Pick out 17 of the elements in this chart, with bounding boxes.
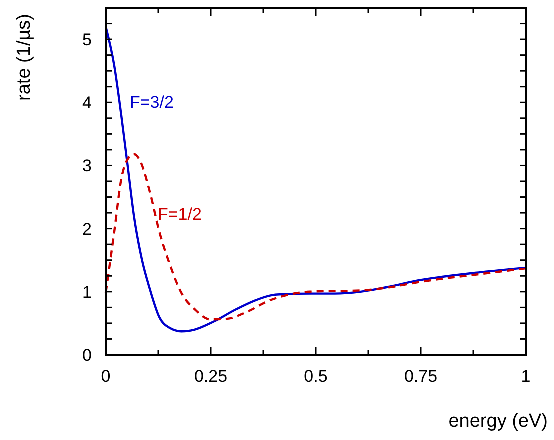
y-tick-label: 1 bbox=[82, 282, 92, 302]
x-tick-label: 1 bbox=[521, 367, 531, 386]
y-tick-label: 0 bbox=[82, 346, 92, 365]
y-tick-label: 3 bbox=[82, 156, 92, 176]
line-series bbox=[104, 153, 528, 321]
series-label: F=1/2 bbox=[158, 205, 202, 224]
y-tick-label: 2 bbox=[82, 220, 92, 239]
y-tick-label: 4 bbox=[82, 94, 92, 113]
x-tick-label: 0 bbox=[101, 367, 111, 386]
y-tick-label: 5 bbox=[82, 30, 92, 50]
x-axis-title: energy (eV) bbox=[448, 411, 548, 432]
series-label: F=3/2 bbox=[130, 93, 174, 112]
x-tick-label: 0.25 bbox=[194, 367, 228, 386]
line-series bbox=[104, 26, 528, 333]
x-tick-label: 0.5 bbox=[304, 367, 328, 386]
x-tick-label: 0.75 bbox=[404, 367, 438, 386]
y-axis-title: rate (1/µs) bbox=[14, 14, 35, 101]
